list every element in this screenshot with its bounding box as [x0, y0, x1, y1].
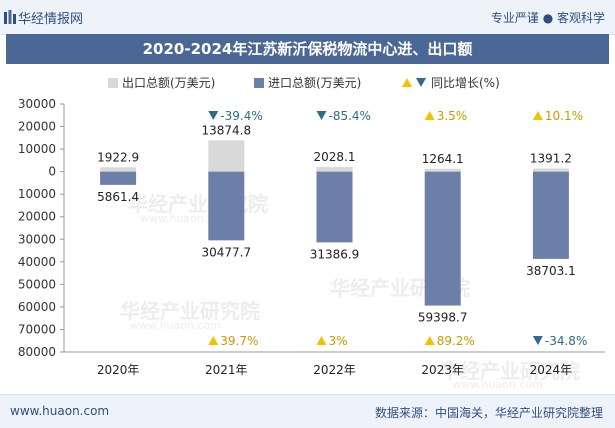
import-value-label: 59398.7 — [418, 311, 468, 325]
export-bar — [316, 167, 353, 172]
yoy-export-label: 3.5% — [437, 109, 468, 123]
watermark-url: www.huaon.com — [130, 319, 221, 332]
watermark-url: www.huaon.com — [140, 212, 231, 225]
y-tick-label: 10000 — [18, 187, 56, 201]
yoy-import-up-icon — [316, 336, 327, 345]
legend-import-label: 进口总额(万美元) — [268, 76, 362, 90]
legend-yoy: 同比增长(%) — [402, 74, 500, 91]
y-tick-label: 30000 — [18, 232, 56, 246]
y-tick-label: 80000 — [18, 345, 56, 359]
footer-website: www.huaon.com — [10, 404, 110, 418]
export-value-label: 1922.9 — [97, 150, 139, 164]
x-tick-label: 2022年 — [313, 363, 356, 377]
import-bar — [316, 171, 353, 243]
yoy-export-up-icon — [424, 111, 435, 120]
watermark-text: 华经产业研究院 — [440, 359, 580, 383]
legend-export-label: 出口总额(万美元) — [122, 76, 216, 90]
yoy-import-up-icon — [424, 336, 435, 345]
y-tick-label: 20000 — [18, 120, 56, 134]
import-value-label: 31386.9 — [310, 247, 360, 261]
export-bar — [424, 168, 461, 172]
x-tick-label: 2023年 — [421, 363, 464, 377]
legend-export: 出口总额(万美元) — [108, 74, 215, 91]
x-tick-label: 2020年 — [97, 363, 140, 377]
yoy-import-label: 89.2% — [437, 334, 475, 348]
yoy-export-label: 10.1% — [545, 109, 583, 123]
footer: www.huaon.com 数据来源：中国海关，华经产业研究院整理 — [0, 394, 615, 428]
legend-import: 进口总额(万美元) — [254, 74, 361, 91]
yoy-import-label: -34.8% — [545, 334, 587, 348]
yoy-export-down-icon — [208, 111, 219, 120]
chart-title: 2020-2024年江苏新沂保税物流中心进、出口额 — [6, 34, 609, 64]
watermark-text: 华经产业研究院 — [128, 192, 268, 216]
legend-yoy-label: 同比增长(%) — [431, 76, 500, 90]
y-tick-label: 70000 — [18, 322, 56, 336]
x-tick-label: 2024年 — [530, 363, 573, 377]
x-tick-label: 2021年 — [205, 363, 248, 377]
yoy-export-label: -39.4% — [220, 109, 262, 123]
import-value-label: 5861.4 — [97, 190, 139, 204]
top-bar: 华经情报网 专业严谨 ● 客观科学 — [0, 0, 615, 35]
import-bar — [100, 171, 137, 185]
export-bar — [208, 140, 245, 172]
y-tick-label: 20000 — [18, 210, 56, 224]
brand-name: 华经情报网 — [18, 12, 84, 27]
y-tick-label: 60000 — [18, 300, 56, 314]
watermark-text: 华经产业研究院 — [120, 299, 260, 323]
legend-yoy-icon — [402, 78, 426, 87]
import-value-label: 30477.7 — [201, 245, 251, 259]
legend-import-swatch — [254, 78, 264, 88]
yoy-import-up-icon — [208, 336, 219, 345]
yoy-import-label: 3% — [329, 334, 348, 348]
y-tick-label: 10000 — [18, 142, 56, 156]
logo-icon — [4, 10, 16, 24]
yoy-export-label: -85.4% — [329, 109, 371, 123]
tagline: 专业严谨 ● 客观科学 — [490, 11, 605, 25]
footer-source: 数据来源：中国海关，华经产业研究院整理 — [374, 406, 603, 420]
watermark-url: www.huaon.com — [452, 378, 543, 391]
import-bar — [532, 171, 569, 259]
bar-chart: 30000 20000 10000 0 10000 20000 30000 40000 5000… — [18, 97, 605, 377]
export-value-label: 1264.1 — [422, 152, 464, 166]
export-bar — [532, 168, 569, 172]
export-value-label: 1391.2 — [530, 151, 572, 165]
y-tick-label: 50000 — [18, 277, 56, 291]
yoy-import-down-icon — [532, 336, 543, 345]
export-value-label: 2028.1 — [314, 150, 356, 164]
import-value-label: 38703.1 — [526, 264, 576, 278]
y-tick-label: 0 — [48, 165, 56, 179]
export-bar — [100, 167, 137, 172]
import-bar — [208, 171, 245, 241]
y-tick-label: 30000 — [18, 97, 56, 111]
legend: 出口总额(万美元) 进口总额(万美元) 同比增长(%) — [0, 72, 615, 92]
legend-export-swatch — [108, 78, 118, 88]
export-value-label: 13874.8 — [201, 123, 251, 137]
y-tick-label: 40000 — [18, 255, 56, 269]
yoy-import-label: 39.7% — [220, 334, 258, 348]
yoy-export-up-icon — [532, 111, 543, 120]
import-bar — [424, 171, 461, 306]
yoy-export-down-icon — [316, 111, 327, 120]
